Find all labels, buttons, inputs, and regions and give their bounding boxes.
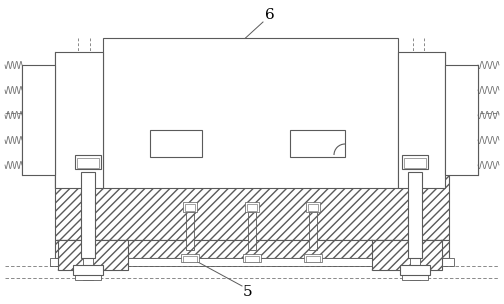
Bar bbox=[55, 52, 103, 188]
Bar bbox=[58, 240, 128, 270]
Bar bbox=[445, 65, 478, 175]
Bar bbox=[22, 65, 55, 175]
Bar bbox=[402, 272, 428, 280]
Bar bbox=[304, 254, 322, 262]
Text: 6: 6 bbox=[265, 8, 275, 22]
Bar bbox=[398, 52, 445, 188]
Bar bbox=[402, 155, 428, 169]
Bar bbox=[243, 254, 261, 262]
Bar bbox=[181, 254, 199, 262]
Bar bbox=[306, 256, 320, 262]
Bar bbox=[400, 265, 430, 275]
Bar bbox=[410, 258, 420, 280]
Bar bbox=[50, 258, 454, 266]
Bar bbox=[408, 172, 422, 258]
Bar bbox=[372, 240, 442, 270]
Bar bbox=[290, 130, 345, 157]
Bar bbox=[186, 212, 194, 250]
Bar bbox=[150, 130, 202, 157]
Text: 5: 5 bbox=[243, 285, 253, 299]
Bar bbox=[309, 212, 317, 250]
Bar bbox=[245, 202, 259, 212]
Bar bbox=[248, 212, 256, 250]
Bar bbox=[306, 202, 320, 212]
Bar bbox=[185, 204, 195, 211]
Bar bbox=[73, 265, 103, 275]
Bar bbox=[75, 272, 101, 280]
Bar bbox=[183, 202, 197, 212]
Bar bbox=[183, 256, 197, 262]
Bar bbox=[308, 204, 318, 211]
Bar bbox=[55, 155, 449, 240]
Bar bbox=[83, 258, 93, 280]
Bar bbox=[247, 204, 257, 211]
Bar bbox=[404, 158, 426, 168]
Bar bbox=[77, 158, 99, 168]
Bar bbox=[55, 240, 449, 258]
Bar bbox=[103, 38, 398, 188]
Bar bbox=[81, 172, 95, 258]
Bar bbox=[245, 256, 259, 262]
Bar bbox=[75, 155, 101, 169]
